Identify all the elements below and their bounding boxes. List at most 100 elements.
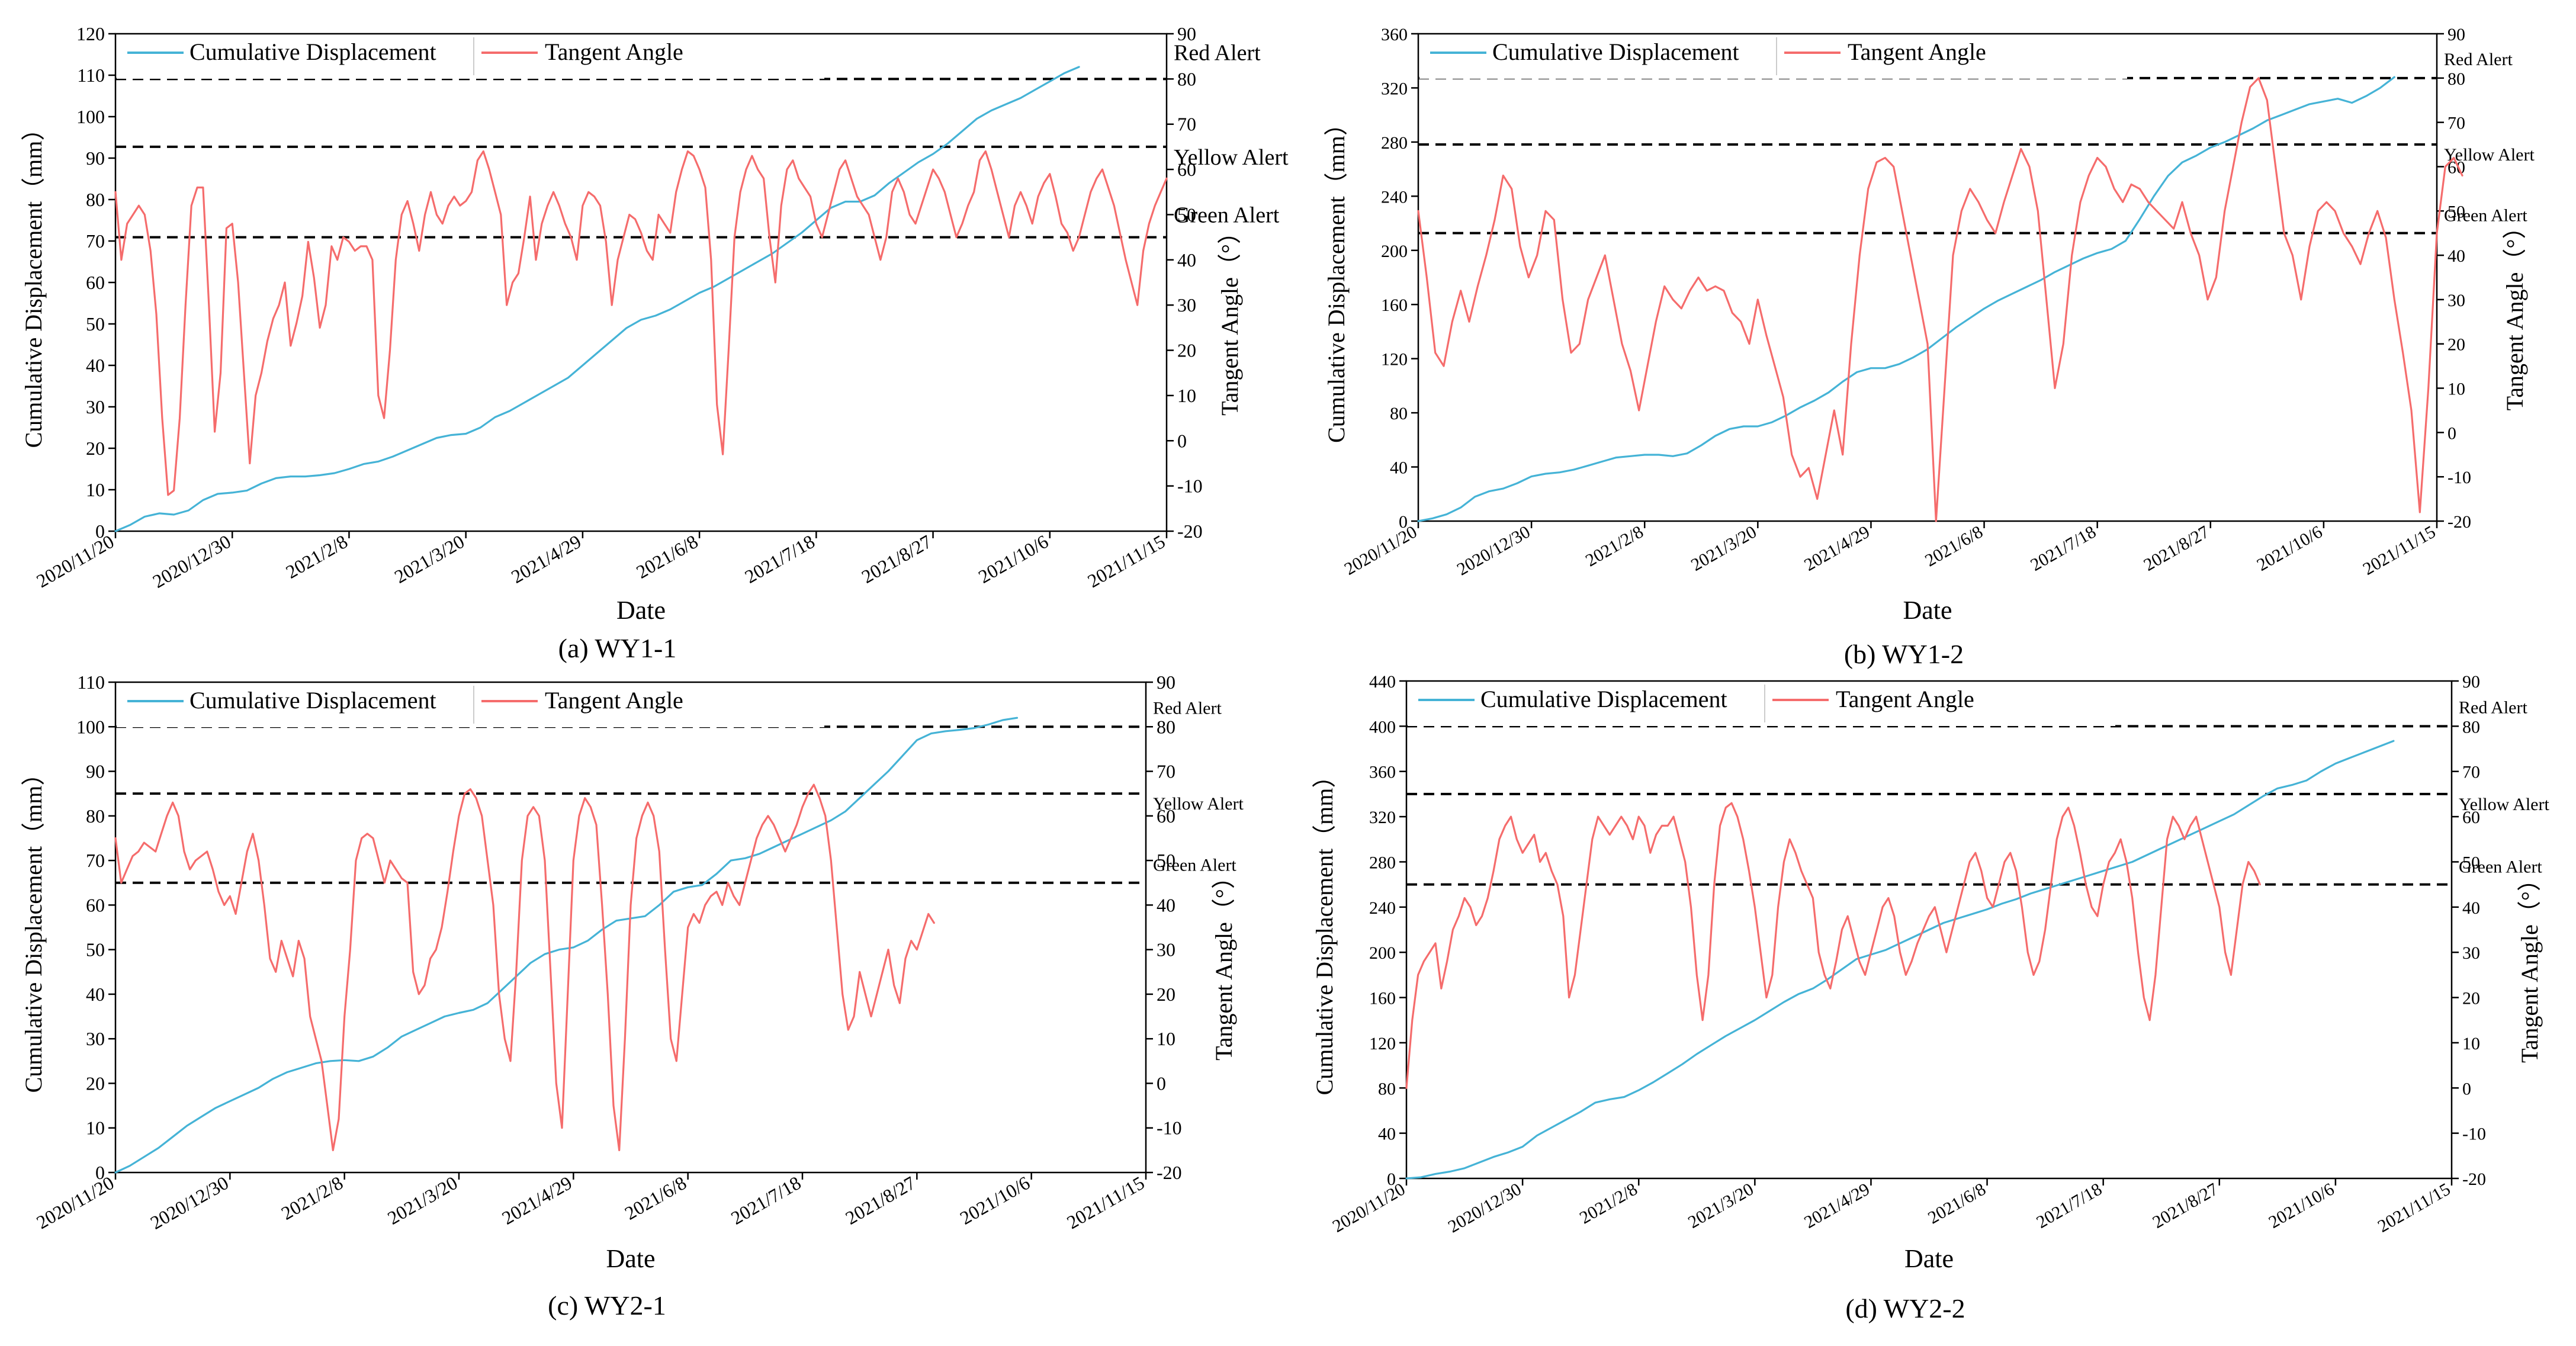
displacement-series-line <box>1417 76 2395 522</box>
right-axis-title: Tangent Angle（°） <box>1210 865 1237 1061</box>
right-axis-tick-label: 80 <box>1157 716 1175 737</box>
panel-caption: (c) WY2-1 <box>548 1290 666 1321</box>
x-axis-tick-label: 2021/2/8 <box>278 1172 347 1224</box>
x-axis-tick-label: 2021/4/29 <box>1801 1179 1873 1232</box>
right-axis-tick-label: 80 <box>2462 717 2480 737</box>
x-axis-tick-label: 2021/11/15 <box>1084 531 1168 592</box>
legend-label-displacement: Cumulative Displacement <box>1492 38 1739 65</box>
x-axis-tick-label: 2021/6/8 <box>621 1172 690 1224</box>
left-axis-tick-label: 30 <box>86 396 105 417</box>
panel-caption: (b) WY1-2 <box>1844 639 1964 669</box>
left-axis-tick-label: 440 <box>1369 672 1396 692</box>
left-axis-tick-label: 30 <box>86 1028 105 1049</box>
right-axis-tick-label: -20 <box>2462 1170 2486 1189</box>
legend: Cumulative Displacement Tangent Angle <box>1408 682 2115 726</box>
right-axis-tick-label: 70 <box>2447 114 2465 133</box>
x-axis-tick-label: 2021/2/8 <box>1582 522 1647 570</box>
x-axis-tick-label: 2021/6/8 <box>1925 1179 1989 1228</box>
left-axis-tick-label: 360 <box>1369 763 1396 782</box>
x-axis-tick-label: 2021/3/20 <box>384 1172 461 1229</box>
right-axis-tick-label: -10 <box>2447 468 2471 487</box>
right-axis-tick-label: 90 <box>2447 25 2465 44</box>
legend-label-displacement: Cumulative Displacement <box>189 38 436 65</box>
alert-label: Yellow Alert <box>1174 145 1289 170</box>
left-axis-tick-label: 70 <box>86 230 105 252</box>
x-axis-tick-label: 2020/11/20 <box>1341 522 1421 579</box>
right-axis-tick-label: 40 <box>2447 246 2465 266</box>
alert-label: Yellow Alert <box>1153 794 1244 814</box>
right-axis-tick-label: 30 <box>2447 291 2465 310</box>
right-axis-tick-label: 10 <box>1177 385 1196 406</box>
left-axis-tick-label: 0 <box>95 521 105 542</box>
right-axis-title: Tangent Angle（°） <box>2501 216 2528 411</box>
right-axis-tick-label: 60 <box>2462 808 2480 827</box>
right-axis-tick-label: 50 <box>2447 202 2465 221</box>
right-axis-tick-label: 20 <box>1177 340 1196 361</box>
right-axis-tick-label: 20 <box>2462 989 2480 1008</box>
right-axis-tick-label: 80 <box>2447 69 2465 89</box>
left-axis-title: Cumulative Displacement（mm） <box>20 762 47 1093</box>
right-axis-tick-label: 60 <box>1157 805 1175 827</box>
x-axis-title: Date <box>1903 596 1952 625</box>
x-axis-tick-label: 2021/10/6 <box>2266 1179 2338 1232</box>
left-axis-tick-label: 0 <box>1399 512 1408 532</box>
right-axis-tick-label: 40 <box>2462 898 2480 918</box>
tangent-angle-series-line <box>1405 802 2261 1089</box>
x-axis-title: Date <box>616 596 666 625</box>
legend: Cumulative Displacement Tangent Angle <box>117 35 824 79</box>
left-axis-tick-label: 360 <box>1381 25 1408 44</box>
tangent-angle-series-line <box>114 150 1168 496</box>
left-axis-tick-label: 80 <box>86 805 105 827</box>
left-axis-tick-label: 80 <box>1378 1079 1396 1098</box>
left-axis-tick-label: 10 <box>86 479 105 500</box>
left-axis-tick-label: 50 <box>86 939 105 960</box>
left-axis-tick-label: 320 <box>1369 808 1396 827</box>
displacement-series-line <box>1405 740 2395 1180</box>
left-axis-tick-label: 160 <box>1381 295 1408 315</box>
legend-label-angle: Tangent Angle <box>1836 686 1974 712</box>
alert-label: Yellow Alert <box>2459 795 2549 814</box>
right-axis-tick-label: 90 <box>2462 672 2480 692</box>
right-axis-tick-label: 40 <box>1177 249 1196 271</box>
left-axis-title: Cumulative Displacement（mm） <box>1323 112 1350 443</box>
displacement-series-line <box>114 717 1019 1174</box>
right-axis-tick-label: 20 <box>1157 984 1175 1005</box>
x-axis-tick-label: 2020/11/20 <box>1329 1179 1409 1236</box>
alert-label: Red Alert <box>2444 50 2513 69</box>
right-axis-tick-label: 50 <box>2462 853 2480 872</box>
left-axis-tick-label: 280 <box>1369 853 1396 872</box>
left-axis-tick-label: 0 <box>95 1162 105 1183</box>
right-axis-tick-label: 90 <box>1157 672 1175 693</box>
right-axis-tick-label: 0 <box>2447 423 2456 443</box>
chart-panel-2: 0 40 80 120 160 200 240 280 320 360 -20 -10 0 10 20 30 4… <box>1323 25 2535 669</box>
chart-panel-4: 0 40 80 120 160 200 240 280 320 360 400 440 -20 -10 0 1… <box>1311 672 2549 1323</box>
right-axis-tick-label: 60 <box>1177 159 1196 180</box>
legend-label-displacement: Cumulative Displacement <box>1480 686 1727 712</box>
x-axis-tick-label: 2021/3/20 <box>1685 1179 1757 1232</box>
x-axis-title: Date <box>606 1244 655 1273</box>
x-axis-tick-label: 2021/10/6 <box>975 531 1052 587</box>
x-axis-tick-label: 2021/3/20 <box>391 531 468 587</box>
legend-label-displacement: Cumulative Displacement <box>189 687 436 714</box>
x-axis-tick-label: 2021/10/6 <box>2254 522 2326 574</box>
chart-panel-1: 0 10 20 30 40 50 60 70 80 90 100 110 120 -20 -10 0 10 20 3… <box>20 23 1289 663</box>
x-axis-tick-label: 2020/12/30 <box>149 531 234 592</box>
legend-background <box>1419 35 2127 79</box>
left-axis-tick-label: 80 <box>86 189 105 210</box>
x-axis-tick-label: 2020/12/30 <box>147 1172 232 1233</box>
alert-label: Red Alert <box>2459 698 2527 717</box>
x-axis-tick-label: 2021/2/8 <box>1576 1179 1641 1228</box>
legend-background <box>1408 682 2115 726</box>
x-axis-tick-label: 2021/8/27 <box>2149 1179 2221 1232</box>
x-axis-tick-label: 2020/11/20 <box>33 1172 117 1233</box>
left-axis-tick-label: 280 <box>1381 133 1408 153</box>
x-axis-tick-label: 2021/8/27 <box>841 1172 918 1229</box>
left-axis-tick-label: 40 <box>1378 1125 1396 1144</box>
left-axis-tick-label: 100 <box>76 716 105 737</box>
legend: Cumulative Displacement Tangent Angle <box>117 683 824 727</box>
x-axis-tick-label: 2021/3/20 <box>1688 522 1760 574</box>
alert-label: Green Alert <box>1153 856 1236 875</box>
x-axis-tick-label: 2021/8/27 <box>2140 522 2212 574</box>
alert-label: Red Alert <box>1174 40 1261 65</box>
